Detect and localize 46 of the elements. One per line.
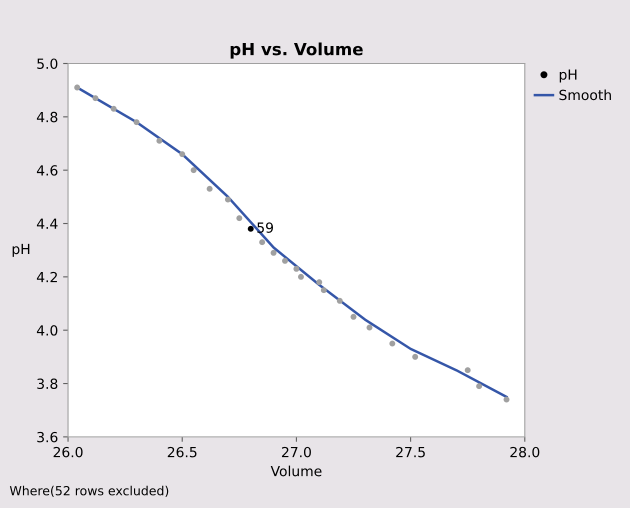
y-tick-label: 4.4 bbox=[36, 218, 58, 229]
y-tick-label: 4.6 bbox=[36, 165, 58, 176]
point bbox=[156, 138, 162, 144]
point bbox=[92, 95, 98, 102]
chart-title: pH vs. Volume bbox=[230, 42, 363, 59]
point bbox=[190, 167, 197, 174]
point bbox=[350, 314, 356, 320]
point bbox=[504, 396, 510, 402]
annotation: 59 bbox=[257, 222, 273, 233]
point bbox=[293, 266, 300, 272]
legend-label: Smooth bbox=[559, 89, 611, 100]
point bbox=[259, 239, 266, 246]
point bbox=[476, 383, 482, 390]
point bbox=[298, 274, 304, 280]
point bbox=[74, 84, 80, 90]
point bbox=[134, 119, 140, 126]
point bbox=[366, 324, 372, 330]
point bbox=[320, 287, 327, 294]
text: Where(52 rows excluded) bbox=[10, 486, 168, 497]
point bbox=[236, 215, 242, 222]
point bbox=[412, 354, 418, 360]
x-axis-title: Volume bbox=[270, 466, 322, 476]
point bbox=[336, 298, 343, 304]
y-axis-title: pH bbox=[12, 244, 30, 257]
y-tick-label: 4.2 bbox=[36, 272, 57, 282]
point bbox=[270, 250, 277, 256]
point bbox=[110, 106, 117, 112]
x-tick-label: 26.5 bbox=[168, 446, 196, 458]
point bbox=[179, 151, 186, 158]
point bbox=[389, 340, 396, 346]
legend-label: pH bbox=[560, 69, 576, 82]
y-tick-label: 4.8 bbox=[36, 112, 58, 122]
point bbox=[316, 279, 322, 286]
point bbox=[224, 196, 231, 202]
x-tick-label: 28.0 bbox=[510, 446, 540, 458]
y-tick-label: 4.0 bbox=[36, 325, 58, 336]
x-tick-label: 27.5 bbox=[396, 446, 425, 458]
point bbox=[282, 258, 288, 264]
x-tick-label: 26.0 bbox=[54, 446, 83, 458]
x-tick-label: 27.0 bbox=[282, 446, 311, 458]
y-tick-label: 3.8 bbox=[37, 378, 58, 390]
point bbox=[464, 367, 471, 374]
point bbox=[248, 226, 254, 232]
point bbox=[206, 186, 213, 192]
y-tick-label: 3.6 bbox=[37, 432, 58, 442]
y-tick-label: 5.0 bbox=[37, 58, 58, 69]
